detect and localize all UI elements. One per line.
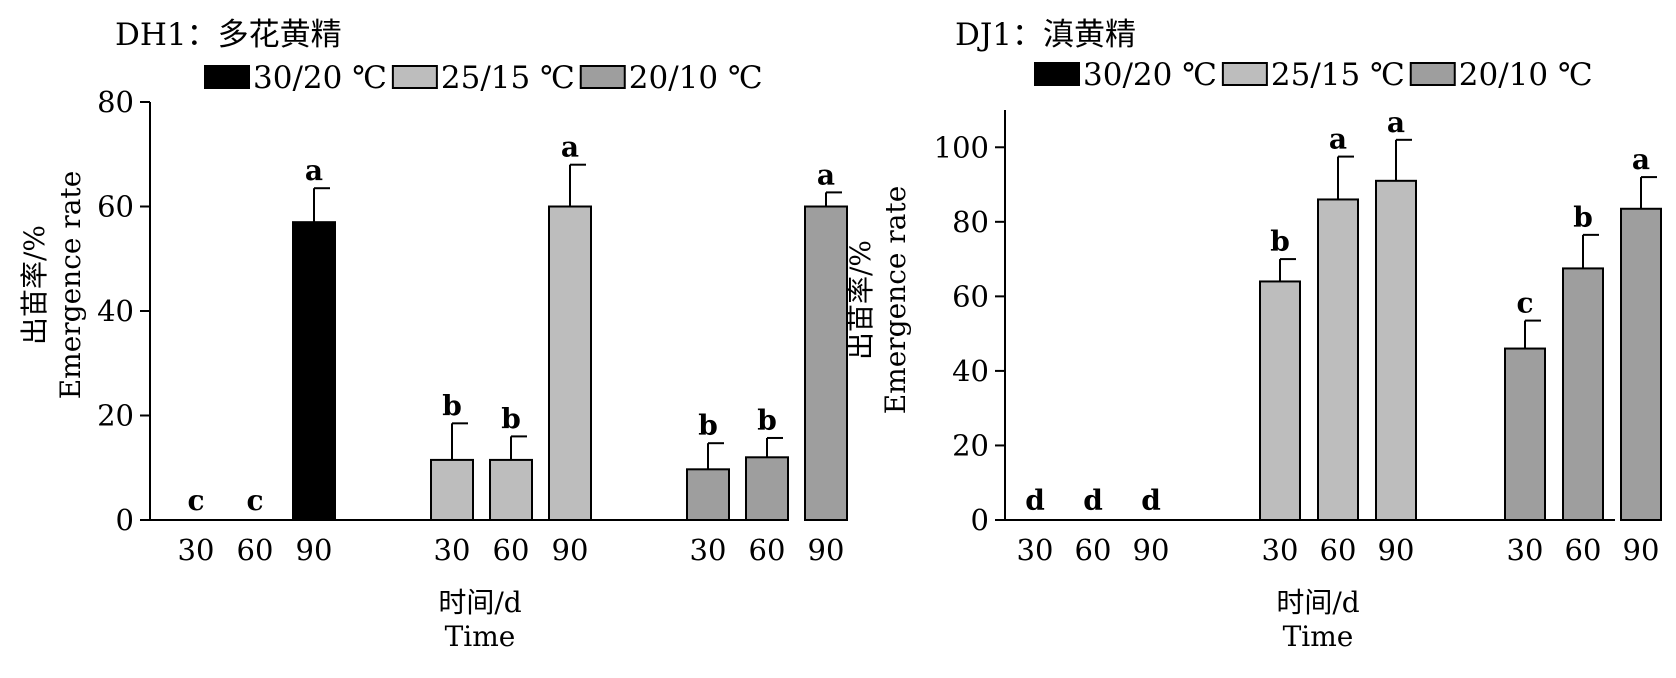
bar bbox=[1562, 267, 1604, 521]
x-tick-label: 60 bbox=[1075, 533, 1112, 567]
significance-label: a bbox=[305, 154, 323, 187]
chart-title: DH1：多花黄精 bbox=[115, 17, 342, 53]
bars: c c a b b a b b a bbox=[187, 131, 848, 522]
significance-label: b bbox=[442, 389, 462, 422]
chart-title: DJ1：滇黄精 bbox=[955, 17, 1136, 53]
x-tick-label: 30 bbox=[434, 533, 471, 567]
x-tick-label: 60 bbox=[1320, 533, 1357, 567]
significance-label: b bbox=[757, 404, 777, 437]
y-tick-label: 20 bbox=[97, 399, 134, 433]
y-tick-label: 80 bbox=[97, 85, 134, 119]
x-axis-title: 时间/d bbox=[438, 586, 521, 619]
x-axis-title: 时间/d bbox=[1276, 586, 1359, 619]
significance-label: b bbox=[1573, 201, 1593, 234]
y-tick-label: 0 bbox=[116, 503, 134, 537]
significance-label: c bbox=[1516, 287, 1533, 320]
x-tick-label: 30 bbox=[690, 533, 727, 567]
y-tick-label: 40 bbox=[952, 354, 989, 388]
significance-label: b bbox=[501, 402, 521, 435]
bar bbox=[1375, 179, 1417, 521]
bar bbox=[745, 456, 789, 521]
y-axis: 0 20 40 60 80 bbox=[97, 85, 151, 537]
legend-swatch bbox=[1034, 62, 1080, 86]
x-axis: 30 60 90 30 60 90 30 60 90 bbox=[150, 519, 845, 567]
x-tick-label: 90 bbox=[808, 533, 845, 567]
x-tick-label: 90 bbox=[1623, 533, 1660, 567]
significance-label: b bbox=[698, 409, 718, 442]
bar bbox=[292, 221, 336, 522]
significance-label: a bbox=[1632, 143, 1650, 176]
y-tick-label: 100 bbox=[934, 130, 989, 164]
x-tick-label: 60 bbox=[237, 533, 274, 567]
bar bbox=[430, 458, 474, 522]
legend-label: 20/10 ℃ bbox=[1459, 57, 1593, 93]
significance-label: a bbox=[1387, 106, 1405, 139]
y-axis-title: 出苗率/% bbox=[18, 225, 51, 345]
significance-label: c bbox=[246, 484, 263, 517]
x-tick-label: 60 bbox=[1565, 533, 1602, 567]
bar bbox=[1259, 280, 1301, 522]
bar bbox=[489, 458, 533, 522]
legend: 30/20 ℃ 25/15 ℃ 20/10 ℃ bbox=[204, 60, 763, 96]
bar bbox=[804, 205, 848, 521]
legend-swatch bbox=[1221, 62, 1268, 86]
x-tick-label: 30 bbox=[1262, 533, 1299, 567]
bar bbox=[548, 205, 592, 521]
legend-swatch bbox=[579, 65, 626, 89]
legend-label: 25/15 ℃ bbox=[441, 60, 575, 96]
x-axis-title-en: Time bbox=[445, 620, 516, 653]
x-tick-label: 90 bbox=[552, 533, 589, 567]
x-tick-label: 90 bbox=[1378, 533, 1415, 567]
legend-swatch bbox=[391, 65, 438, 89]
x-tick-label: 30 bbox=[1507, 533, 1544, 567]
bar bbox=[686, 468, 730, 522]
significance-label: b bbox=[1270, 225, 1290, 258]
x-axis: 30 60 90 30 60 90 30 60 90 bbox=[1005, 519, 1660, 567]
legend-swatch bbox=[1409, 62, 1456, 86]
y-tick-label: 40 bbox=[97, 294, 134, 328]
significance-label: d bbox=[1141, 484, 1161, 517]
x-tick-label: 90 bbox=[296, 533, 333, 567]
y-tick-label: 0 bbox=[971, 503, 989, 537]
y-tick-label: 60 bbox=[97, 190, 134, 224]
significance-label: a bbox=[561, 131, 579, 164]
x-tick-label: 60 bbox=[493, 533, 530, 567]
chart-dj1: DJ1：滇黄精 30/20 ℃ 25/15 ℃ 20/10 ℃ d d dbaacba … bbox=[844, 17, 1662, 653]
bar bbox=[1317, 198, 1359, 521]
y-tick-label: 60 bbox=[952, 279, 989, 313]
significance-label: a bbox=[817, 158, 835, 191]
y-axis-title: 出苗率/% bbox=[844, 240, 877, 360]
legend-swatch bbox=[204, 65, 250, 89]
bar bbox=[1620, 207, 1662, 521]
legend-label: 20/10 ℃ bbox=[629, 60, 763, 96]
significance-label: a bbox=[1329, 123, 1347, 156]
legend: 30/20 ℃ 25/15 ℃ 20/10 ℃ bbox=[1034, 57, 1593, 93]
legend-label: 30/20 ℃ bbox=[1083, 57, 1217, 93]
chart-dh1: DH1：多花黄精 30/20 ℃ 25/15 ℃ 20/10 ℃ c c a b b a b b a… bbox=[18, 17, 848, 653]
y-axis: 0 20 40 60 80 100 bbox=[934, 110, 1006, 537]
bars: d d d b a a c b a bbox=[1025, 106, 1662, 522]
x-tick-label: 60 bbox=[749, 533, 786, 567]
legend-label: 25/15 ℃ bbox=[1271, 57, 1405, 93]
x-tick-label: 90 bbox=[1133, 533, 1170, 567]
significance-label: d bbox=[1083, 484, 1103, 517]
x-axis-title-en: Time bbox=[1283, 620, 1354, 653]
y-axis-title-en: Emergence rate bbox=[54, 171, 87, 400]
y-axis-title-en: Emergence rate bbox=[879, 186, 912, 415]
y-tick-label: 80 bbox=[952, 205, 989, 239]
legend-label: 30/20 ℃ bbox=[253, 60, 387, 96]
significance-label: c bbox=[187, 484, 204, 517]
y-tick-label: 20 bbox=[952, 428, 989, 462]
x-tick-label: 30 bbox=[1017, 533, 1054, 567]
significance-label: d bbox=[1025, 484, 1045, 517]
x-tick-label: 30 bbox=[178, 533, 215, 567]
bar bbox=[1504, 347, 1546, 521]
